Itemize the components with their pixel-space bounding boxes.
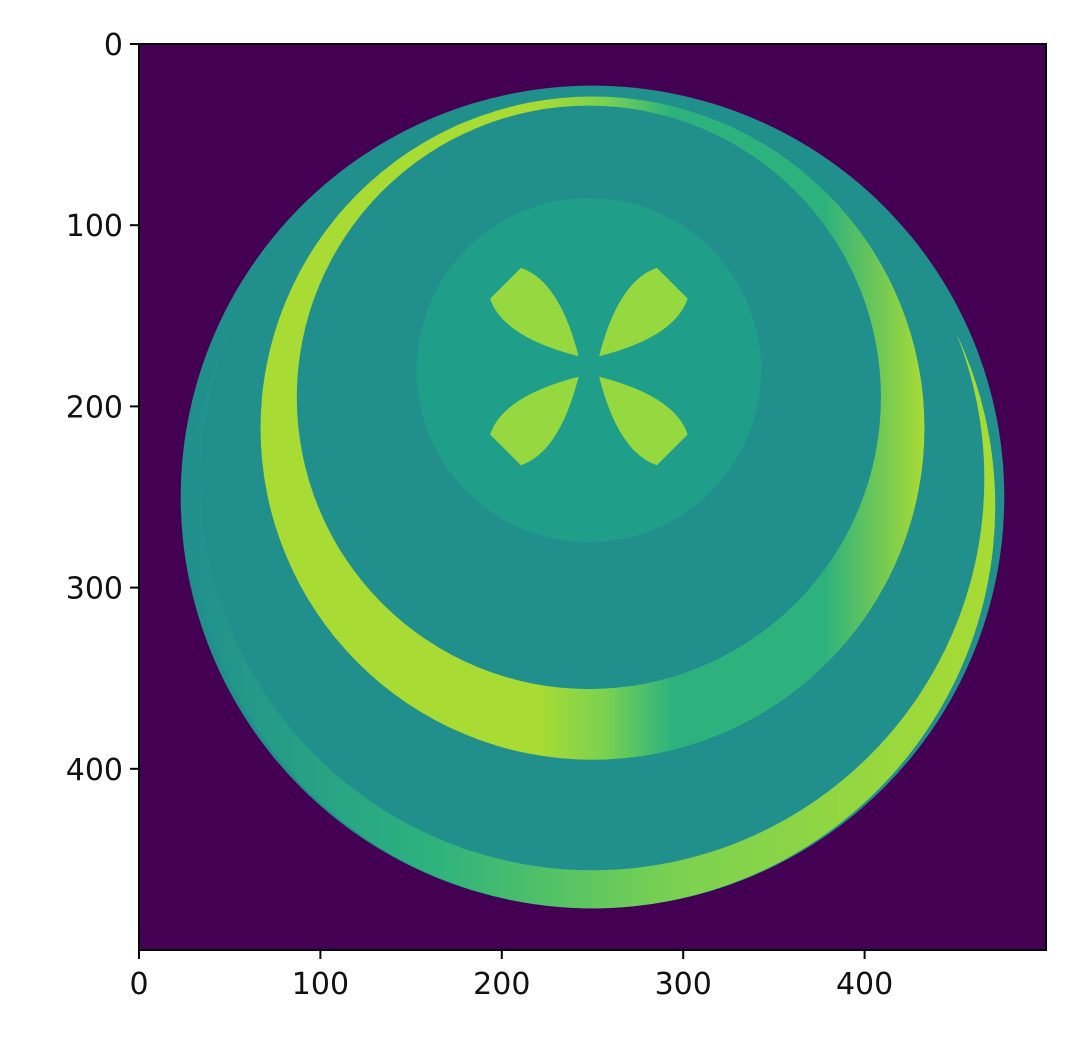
petal-2 xyxy=(599,267,688,357)
region-central-circle xyxy=(416,198,762,543)
x-tick-label: 100 xyxy=(292,967,349,1002)
petal-4 xyxy=(490,376,579,466)
petal-3 xyxy=(599,376,688,466)
y-tick-label: 400 xyxy=(66,753,123,788)
x-tick-label: 0 xyxy=(129,967,148,1002)
y-tick-label: 0 xyxy=(104,28,123,63)
heatmap-image xyxy=(139,44,1046,950)
y-tick-label: 200 xyxy=(66,390,123,425)
y-tick-label: 100 xyxy=(66,209,123,244)
petal-1 xyxy=(490,267,579,357)
y-axis: 0 100 200 300 400 xyxy=(66,28,139,788)
x-axis: 0 100 200 300 400 xyxy=(129,950,893,1002)
x-tick-label: 300 xyxy=(655,967,712,1002)
plot-frame xyxy=(138,43,1047,951)
x-tick-label: 200 xyxy=(473,967,530,1002)
y-tick-label: 300 xyxy=(66,572,123,607)
x-tick-label: 400 xyxy=(836,967,893,1002)
